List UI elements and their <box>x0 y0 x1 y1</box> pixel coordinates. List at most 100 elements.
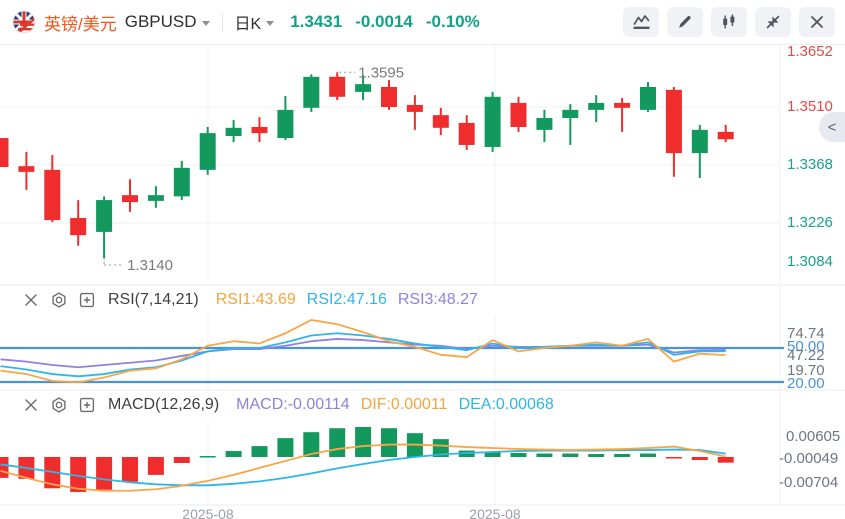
macd-close-button[interactable] <box>22 397 39 414</box>
candle <box>614 98 631 132</box>
rsi-close-button[interactable] <box>22 292 39 309</box>
candle <box>355 75 372 101</box>
candle-style-button[interactable] <box>711 7 747 37</box>
macd-bar <box>70 457 87 492</box>
price-axis-label: 1.3368 <box>787 156 833 173</box>
candle <box>18 151 35 190</box>
macd-bar <box>484 452 501 457</box>
rsi-settings-button[interactable] <box>50 292 67 309</box>
candle <box>588 95 605 123</box>
macd-axis-label: -0.00049 <box>779 450 838 467</box>
macd-bar <box>717 457 734 463</box>
rsi-axis-label: 47.22 <box>787 347 825 364</box>
rsi1-value: RSI1:43.69 <box>215 291 296 308</box>
rsi-level-lines <box>0 346 784 384</box>
close-icon <box>24 399 37 411</box>
candle <box>147 186 164 208</box>
panel-collapse-handle[interactable]: < <box>819 112 845 142</box>
macd-add-button[interactable] <box>78 397 95 414</box>
candle <box>122 179 138 212</box>
dif-line <box>0 443 726 492</box>
rsi-axis-label: 74.74 <box>787 325 825 342</box>
candlestick-icon <box>723 14 735 29</box>
macd-bar <box>640 453 656 457</box>
chart-header: 英镑/美元 GBPUSD 日K 1.3431 -0.0014 -0.10% <box>0 0 845 45</box>
macd-settings-button[interactable] <box>50 397 67 414</box>
line-chart-icon <box>632 15 650 30</box>
candle <box>406 95 423 130</box>
rsi-panel-header: RSI(7,14,21) RSI1:43.69 RSI2:47.16 RSI3:… <box>0 285 478 315</box>
rsi-axis-label: 50.00 <box>787 338 825 355</box>
candle <box>0 138 9 167</box>
macd-bar <box>96 457 113 490</box>
price-axis-label: 1.3226 <box>787 214 833 231</box>
panel-separators <box>0 45 845 506</box>
candle <box>691 124 708 179</box>
macd-lines <box>0 443 726 492</box>
dif-value: DIF:0.00011 <box>360 396 448 413</box>
header-divider <box>221 13 223 31</box>
candle <box>381 80 397 110</box>
timeframe-label: 日K <box>234 16 262 33</box>
macd-bar <box>251 446 268 457</box>
candle <box>44 155 61 223</box>
macd-title: MACD(12,26,9) <box>108 396 220 413</box>
price-axis[interactable]: 1.3652 1.3510 1.3368 1.3226 1.3084 <box>787 45 833 270</box>
rsi-title: RSI(7,14,21) <box>108 291 199 308</box>
quote-group: 1.3431 -0.0014 -0.10% <box>290 12 480 32</box>
symbol-label: GBPUSD <box>124 12 197 31</box>
candle <box>70 200 87 246</box>
close-button[interactable] <box>799 7 835 37</box>
draw-tools-button[interactable] <box>667 7 703 37</box>
candle <box>562 104 579 145</box>
plus-square-icon <box>79 397 94 413</box>
dea-line <box>0 448 726 487</box>
candle <box>432 107 449 136</box>
price-axis-label: 1.3084 <box>787 253 833 270</box>
rsi1-line <box>0 319 726 384</box>
macd-bar <box>691 457 708 460</box>
gbpusd-flag-icon <box>12 10 36 34</box>
candle <box>303 74 320 112</box>
price-annotations: 1.3595 1.3140 <box>103 64 404 274</box>
macd-axis-label: -0.00704 <box>779 474 838 491</box>
pair-name-chinese: 英镑/美元 <box>44 14 117 34</box>
macd-bar <box>432 439 449 457</box>
rsi-lines <box>0 319 726 384</box>
price-change: -0.0014 <box>355 12 413 31</box>
price-axis-label: 1.3510 <box>787 98 833 115</box>
chart-canvas[interactable]: 1.3595 1.3140 1.3652 1.3510 1.3368 1.3226 1.30… <box>0 45 845 519</box>
macd-axis[interactable]: 0.00605 -0.00049 -0.00704 <box>779 428 840 491</box>
time-axis-label: 2025-08 <box>182 506 234 519</box>
close-icon <box>24 294 37 306</box>
macd-panel-header: MACD(12,26,9) MACD:-0.00114 DIF:0.00011 … <box>0 390 554 420</box>
price-change-percent: -0.10% <box>425 12 480 31</box>
last-price: 1.3431 <box>290 12 343 31</box>
rsi2-value: RSI2:47.16 <box>306 291 387 308</box>
macd-bar <box>0 457 9 478</box>
macd-bar <box>329 428 346 457</box>
candle <box>96 196 113 259</box>
macd-bar <box>303 432 320 457</box>
symbol-selector[interactable]: GBPUSD <box>125 12 210 32</box>
collapse-button[interactable] <box>755 7 791 37</box>
collapse-icon <box>766 15 780 29</box>
plus-square-icon <box>79 292 94 308</box>
candle <box>199 127 216 175</box>
timeframe-selector[interactable]: 日K <box>235 10 275 34</box>
macd-axis-label: 0.00605 <box>786 428 840 445</box>
chart-area: 1.3595 1.3140 1.3652 1.3510 1.3368 1.3226 1.30… <box>0 45 845 519</box>
candle <box>510 96 527 132</box>
rsi-add-button[interactable] <box>78 292 95 309</box>
gear-icon <box>51 397 66 413</box>
macd-bar <box>562 453 579 457</box>
high-annotation: 1.3595 <box>358 64 404 81</box>
candle <box>277 95 294 141</box>
macd-bar <box>536 453 553 457</box>
candle <box>251 117 268 143</box>
candle <box>329 72 346 101</box>
chart-type-button[interactable] <box>623 7 659 37</box>
rsi-axis-label: 19.70 <box>787 362 825 379</box>
time-axis[interactable]: 2025-08 2025-08 <box>0 506 845 519</box>
